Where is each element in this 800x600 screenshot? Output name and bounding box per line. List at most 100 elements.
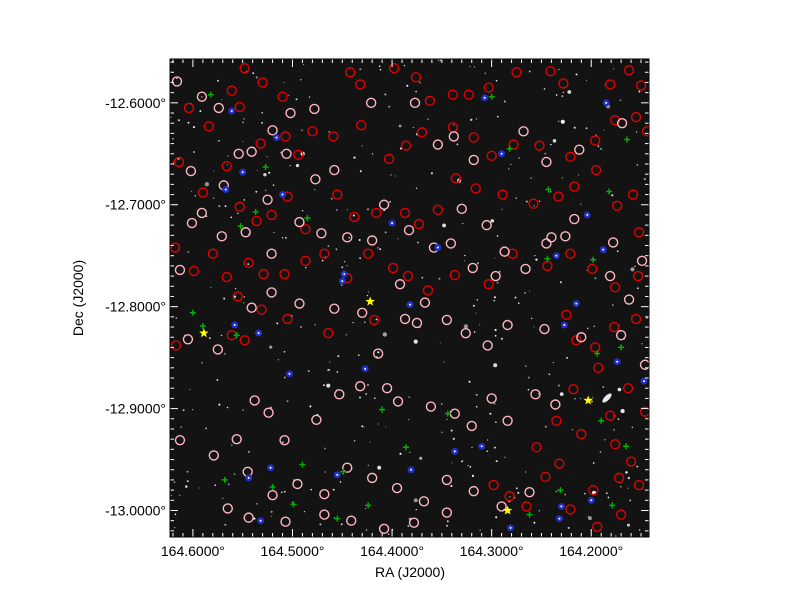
catalog-circle [410, 72, 422, 83]
blue-source-core [275, 136, 278, 139]
star-dot [283, 376, 286, 379]
star-dot [638, 90, 641, 93]
catalog-circle [383, 153, 395, 165]
catalog-circle [328, 131, 339, 142]
catalog-circle [635, 80, 647, 91]
star-dot [544, 425, 547, 428]
star-dot [283, 351, 286, 353]
star-dot [373, 397, 376, 400]
open-circle-series [171, 76, 649, 535]
catalog-circle [349, 211, 360, 223]
blue-source-core [555, 254, 558, 257]
star-dot [586, 79, 587, 81]
star-dot [277, 358, 280, 361]
star-dot [288, 94, 290, 96]
green-source-marker [624, 136, 631, 143]
star-dot [476, 298, 479, 301]
star-dot [264, 189, 267, 192]
catalog-circle [615, 509, 627, 520]
star-dot [555, 490, 558, 493]
star-dot [305, 266, 307, 269]
catalog-circle [309, 103, 320, 115]
star-dot [599, 451, 602, 453]
catalog-circle [342, 232, 353, 243]
star-dot [213, 170, 215, 172]
catalog-circle [534, 140, 545, 151]
catalog-circle [185, 165, 197, 177]
star-dot [341, 266, 344, 269]
catalog-circle [633, 227, 645, 238]
catalog-circle [497, 189, 508, 200]
catalog-circle [468, 132, 479, 143]
catalog-circle [639, 359, 649, 370]
catalog-circle [392, 396, 404, 407]
star-dot [243, 118, 245, 120]
blue-source-core [259, 519, 262, 522]
catalog-circle [319, 488, 330, 500]
star-dot [580, 203, 582, 205]
star-dot [415, 509, 417, 511]
catalog-circle [468, 485, 479, 497]
catalog-circle [174, 264, 186, 276]
star-dot [353, 440, 356, 442]
star-dot [636, 465, 639, 468]
star-dot [543, 88, 546, 90]
star-dot [327, 369, 330, 372]
star-dot [321, 259, 324, 262]
catalog-circle [280, 131, 291, 142]
catalog-circle [496, 501, 507, 512]
catalog-circle [356, 307, 368, 318]
star-dot [597, 145, 600, 148]
star-dot [573, 126, 576, 129]
star-dot [415, 187, 418, 190]
catalog-circle [246, 146, 257, 157]
catalog-circle [399, 313, 411, 325]
star-dot [631, 426, 634, 429]
star-dot [529, 290, 531, 292]
star-dot [201, 361, 203, 364]
star-dot [182, 409, 185, 412]
catalog-circle [281, 148, 292, 159]
catalog-circle [441, 507, 453, 518]
blue-source-core [281, 193, 284, 196]
star-dot [303, 510, 306, 513]
star-dot [453, 124, 455, 126]
star-dot [427, 118, 429, 120]
star-dot [385, 426, 387, 428]
blue-source-core [341, 280, 344, 283]
star-dot [336, 371, 339, 373]
star-dot [270, 515, 272, 517]
star-dot [575, 73, 578, 76]
catalog-circle [391, 482, 403, 494]
x-axis-label: RA (J2000) [375, 564, 445, 580]
catalog-circle [590, 135, 601, 146]
star-dot [255, 76, 258, 79]
star-dot [442, 223, 447, 228]
star-dot [231, 444, 233, 446]
star-dot [441, 403, 443, 405]
catalog-circle [481, 219, 492, 231]
catalog-circle [186, 217, 198, 229]
star-dot [243, 199, 246, 201]
star-dot [629, 499, 632, 502]
star-dot [637, 287, 639, 290]
catalog-circle [609, 114, 621, 126]
catalog-circle [633, 479, 645, 491]
star-dot [281, 237, 284, 239]
catalog-circle [182, 334, 194, 345]
star-dot [247, 263, 250, 265]
star-dot [602, 386, 605, 388]
catalog-circle [521, 501, 532, 512]
star-dot [566, 357, 568, 359]
star-dot [276, 322, 279, 325]
star-dot [358, 239, 361, 241]
star-dot [476, 262, 479, 265]
star-dot [359, 68, 362, 71]
star-dot [233, 473, 236, 475]
catalog-circle [636, 255, 648, 266]
catalog-circle [460, 327, 471, 339]
star-dot [170, 494, 172, 496]
catalog-circle [234, 101, 245, 113]
star-dot [626, 523, 631, 527]
background-stars [170, 59, 648, 537]
